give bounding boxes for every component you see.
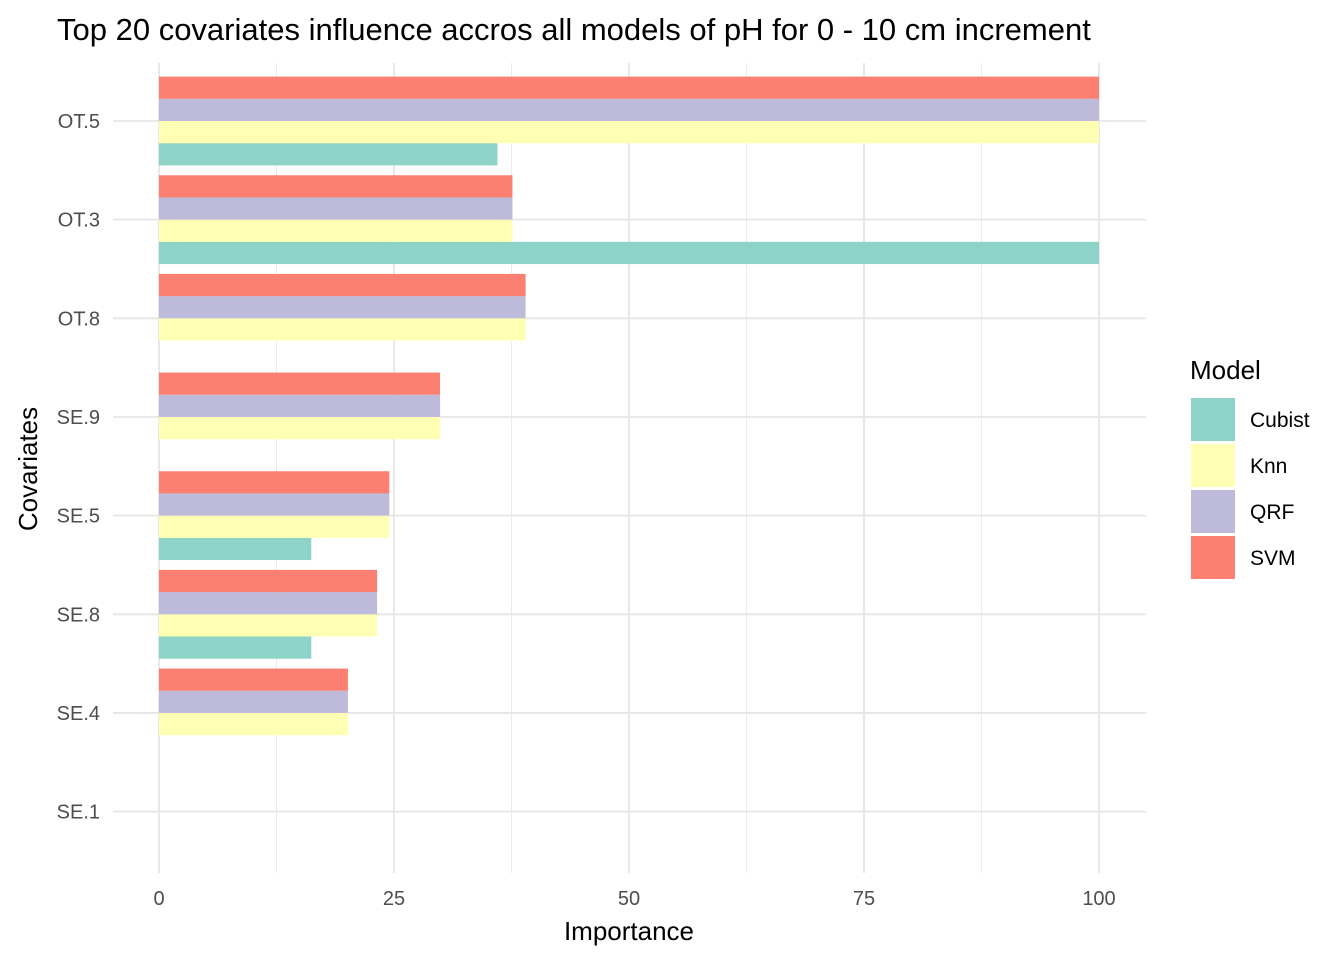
legend-swatch-cubist: [1191, 398, 1235, 441]
bars: [159, 76, 1099, 736]
bar-svm-se-5: [159, 471, 390, 494]
bar-qrf-ot-5: [159, 98, 1099, 121]
legend-swatch-svm: [1191, 536, 1235, 579]
legend-swatch-knn: [1191, 444, 1235, 487]
bar-svm-ot-5: [159, 76, 1099, 99]
bar-qrf-ot-3: [159, 197, 513, 220]
legend-swatch-qrf: [1191, 490, 1235, 533]
bar-knn-ot-5: [159, 121, 1099, 144]
bar-qrf-se-8: [159, 592, 378, 615]
legend: Cubist Knn QRF SVM: [1191, 398, 1310, 579]
legend-title: Model: [1190, 355, 1261, 385]
chart-title: Top 20 covariates influence accros all m…: [57, 12, 1091, 47]
bar-knn-se-5: [159, 515, 390, 538]
bar-qrf-ot-8: [159, 296, 526, 319]
x-tick-labels: 0 25 50 75 100: [153, 888, 1115, 910]
x-tick-label: 75: [853, 888, 875, 910]
y-tick-label: OT.8: [58, 308, 100, 330]
y-axis-title: Covariates: [13, 407, 43, 531]
legend-label-cubist: Cubist: [1250, 409, 1310, 432]
legend-label-qrf: QRF: [1250, 501, 1294, 524]
x-tick-label: 0: [153, 888, 164, 910]
x-tick-label: 100: [1082, 888, 1115, 910]
bar-cubist-se-8: [159, 636, 312, 659]
y-tick-label: OT.5: [58, 111, 100, 133]
bar-cubist-ot-3: [159, 241, 1099, 265]
y-tick-label: SE.8: [57, 604, 100, 626]
legend-label-knn: Knn: [1250, 455, 1287, 478]
x-tick-label: 25: [383, 888, 405, 910]
y-tick-label: SE.4: [57, 703, 100, 725]
bar-svm-se-8: [159, 569, 378, 593]
x-tick-label: 50: [618, 888, 640, 910]
bar-svm-se-4: [159, 668, 348, 691]
bar-knn-ot-3: [159, 219, 513, 242]
bar-svm-ot-8: [159, 273, 526, 297]
legend-label-svm: SVM: [1250, 547, 1296, 570]
bar-cubist-se-5: [159, 537, 312, 561]
y-tick-label: SE.9: [57, 407, 100, 429]
bar-svm-se-9: [159, 372, 441, 395]
y-tick-labels: OT.5 OT.3 OT.8 SE.9 SE.5 SE.8 SE.4 SE.1: [57, 111, 100, 824]
bar-knn-se-8: [159, 614, 378, 637]
bar-knn-ot-8: [159, 318, 526, 341]
y-tick-label: SE.1: [57, 802, 100, 824]
x-axis-title: Importance: [564, 916, 694, 946]
y-tick-label: OT.3: [58, 210, 100, 232]
bar-cubist-ot-5: [159, 143, 498, 166]
y-tick-label: SE.5: [57, 506, 100, 528]
bar-qrf-se-5: [159, 493, 390, 516]
bar-svm-ot-3: [159, 175, 513, 198]
bar-knn-se-9: [159, 416, 441, 440]
bar-knn-se-4: [159, 712, 348, 736]
bar-qrf-se-9: [159, 394, 441, 417]
bar-qrf-se-4: [159, 690, 348, 713]
